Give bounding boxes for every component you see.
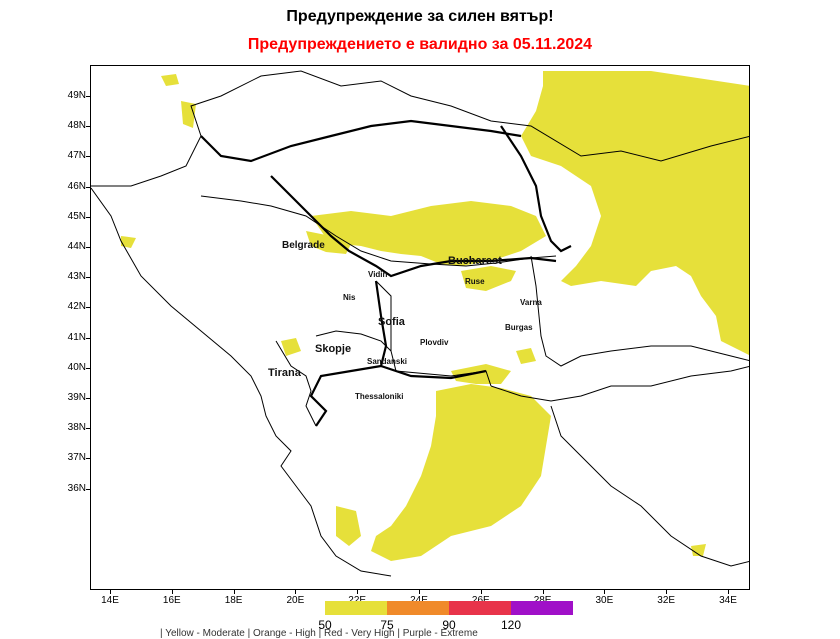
latitude-label: 42N (67, 301, 86, 313)
warning-zone-austria (181, 101, 196, 128)
city-label-skopje: Skopje (315, 343, 352, 355)
longitude-label: 24E (399, 595, 439, 606)
warning-zone-north (161, 74, 179, 86)
longitude-label: 30E (595, 595, 614, 606)
warning-zone-east (521, 71, 749, 355)
city-label-varna: Varna (520, 298, 542, 307)
validity-subtitle: Предупреждението е валидно за 05.11.2024 (247, 36, 593, 53)
longitude-tick (542, 590, 544, 594)
longitude-label: 32E (657, 595, 676, 606)
latitude-tick (86, 156, 90, 158)
longitude-label: 26E (461, 595, 501, 606)
latitude-label: 49N (67, 90, 86, 101)
warning-zone-aegean (371, 384, 551, 561)
latitude-tick (86, 398, 90, 399)
legend-color-swatch (387, 601, 449, 615)
warning-zone-turkey-sw (691, 544, 706, 556)
longitude-label: 34E (719, 595, 737, 606)
city-label-sandanski: Sandanski (367, 357, 408, 366)
city-label-nis: Nis (343, 293, 356, 302)
latitude-label: 39N (67, 392, 86, 403)
map-area (90, 65, 750, 590)
longitude-label: 14E (101, 595, 119, 606)
legend-value: 50 (318, 618, 332, 632)
longitude-tick (604, 590, 606, 594)
warning-zone-bg-north (461, 266, 516, 291)
latitude-label: 36N (67, 482, 86, 494)
latitude-tick (86, 458, 90, 460)
longitude-tick (233, 590, 235, 594)
latitude-label: 48N (67, 120, 86, 132)
longitude-tick (171, 590, 173, 594)
page-title: Предупреждение за силен вятър! (286, 8, 554, 25)
city-label-belgrade: Belgrade (282, 240, 325, 251)
longitude-tick (419, 590, 420, 594)
major-borders (200, 119, 572, 427)
warning-zone-bg-east (516, 348, 536, 364)
city-label-vidin: Vidin (368, 270, 388, 279)
longitude-tick (295, 590, 297, 594)
country-borders (91, 70, 749, 577)
latitude-label: 43N (67, 271, 86, 283)
latitude-tick (86, 247, 90, 248)
longitude-label: 18E (224, 595, 243, 606)
latitude-tick (86, 488, 90, 490)
city-label-plovdiv: Plovdiv (420, 338, 449, 347)
latitude-label: 44N (67, 241, 86, 252)
latitude-label: 47N (67, 150, 86, 162)
longitude-tick (480, 590, 482, 594)
latitude-tick (86, 216, 90, 218)
longitude-tick (357, 590, 359, 594)
longitude-label: 16E (162, 595, 181, 606)
warning-zone-danube (306, 231, 351, 254)
longitude-tick (110, 590, 111, 594)
latitude-label: 46N (67, 180, 86, 192)
city-label-sofia: Sofia (378, 316, 405, 328)
legend-value: 75 (380, 618, 394, 632)
warning-zone-thrace (451, 364, 511, 384)
latitude-label: 40N (67, 361, 86, 373)
latitude-tick (86, 186, 90, 188)
latitude-label: 38N (67, 422, 86, 434)
city-label-thessaloniki: Thessaloniki (355, 392, 404, 401)
longitude-label: 20E (286, 595, 305, 606)
latitude-tick (86, 126, 90, 128)
map-svg (91, 70, 749, 577)
legend-value: 90 (442, 618, 456, 632)
city-label-tirana: Tirana (268, 367, 301, 379)
warning-zone-peloponnese (336, 506, 361, 546)
city-label-burgas: Burgas (505, 323, 533, 332)
warning-zone-romania (311, 201, 546, 266)
latitude-label: 37N (67, 452, 86, 464)
longitude-tick (666, 590, 668, 594)
latitude-tick (86, 277, 90, 279)
latitude-label: 41N (67, 331, 86, 343)
latitude-tick (86, 307, 90, 309)
warning-zone-croatia (121, 236, 136, 248)
longitude-label: 22E (337, 595, 377, 606)
legend-description: | Yellow - Moderate | Orange - High | Re… (160, 628, 478, 639)
latitude-tick (86, 96, 90, 97)
city-label-ruse: Ruse (465, 277, 485, 286)
warning-zones (121, 71, 749, 561)
legend-color-swatch (325, 601, 387, 615)
longitude-label: 28E (523, 595, 563, 606)
legend-value: 120 (500, 618, 522, 632)
city-label-bucharest: Bucharest (448, 255, 502, 267)
latitude-tick (86, 337, 90, 339)
latitude-tick (86, 367, 90, 369)
latitude-tick (86, 428, 90, 430)
legend-color-swatch (511, 601, 573, 615)
latitude-label: 45N (67, 210, 86, 222)
longitude-tick (728, 590, 729, 594)
legend-color-swatch (449, 601, 511, 615)
warning-zone-macedonia (281, 338, 301, 356)
